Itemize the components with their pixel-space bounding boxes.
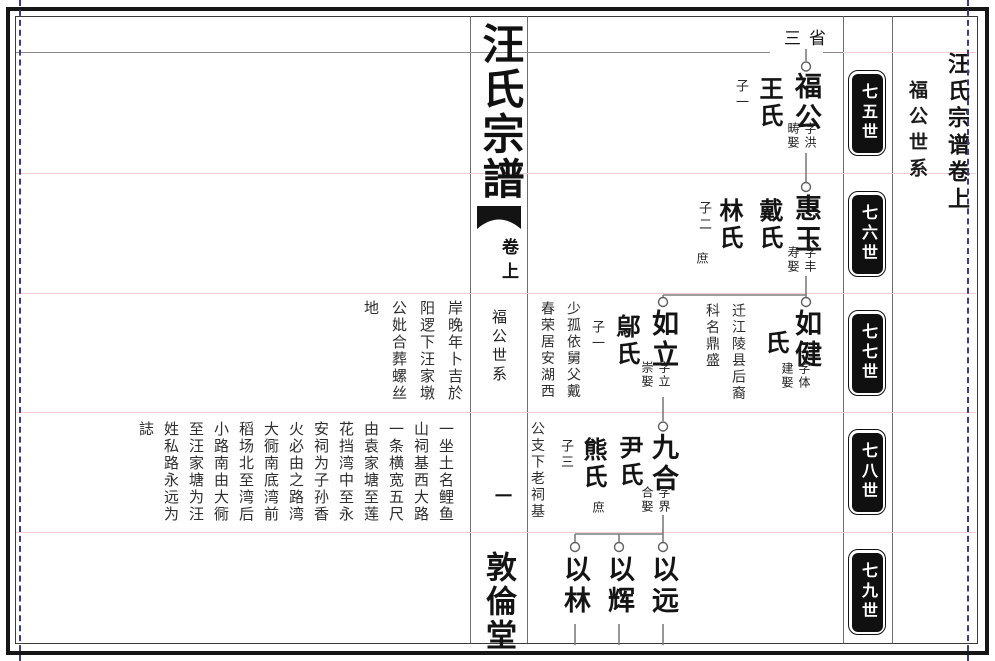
crop-mark-left bbox=[19, 0, 21, 661]
courtesy-note-fugong: 字洪畴娶 bbox=[786, 122, 817, 150]
spine-hall-name: 敦倫堂 bbox=[481, 551, 516, 653]
person-name-yiyuan: 以远 bbox=[648, 555, 678, 617]
row-line-77 bbox=[16, 293, 976, 294]
generation-label-79: 七九世 bbox=[848, 549, 886, 635]
crop-mark-right bbox=[967, 0, 969, 661]
spine-book-title: 汪氏宗譜 bbox=[476, 22, 522, 202]
row-line-76 bbox=[16, 173, 976, 174]
annotation-jiuhe: 公支下老祠基 bbox=[529, 421, 544, 520]
wife-name-daishi: 戴氏 bbox=[755, 198, 781, 252]
wife-name-wangshi: 王氏 bbox=[755, 76, 781, 130]
person-name-jiuhe: 九合 bbox=[648, 433, 678, 495]
land-note-row77: 岸晚年卜吉於阳逻下汪家墩公妣合葬螺丝地 bbox=[362, 300, 462, 402]
spine-section: 福公世系 bbox=[490, 309, 506, 385]
margin-book-title: 汪氏宗谱卷上 bbox=[945, 52, 970, 214]
header-row-line bbox=[16, 52, 770, 53]
courtesy-note-ruli: 字立崇娶 bbox=[640, 361, 671, 389]
row-line-79 bbox=[16, 532, 976, 533]
margin-section-title: 福公世系 bbox=[906, 80, 927, 184]
header-row-line-pink bbox=[843, 52, 976, 53]
person-name-yilin: 以林 bbox=[560, 555, 590, 617]
row-line-78 bbox=[16, 412, 976, 413]
divider-left-of-spine bbox=[470, 16, 471, 643]
person-name-ruli: 如立 bbox=[648, 309, 678, 371]
person-name-fugong: 福公 bbox=[791, 72, 821, 134]
sons-note-gen77: 子一 bbox=[590, 320, 605, 352]
concubine-tag-gen78: 庶 bbox=[591, 501, 605, 513]
generation-label-78: 七八世 bbox=[848, 429, 886, 515]
divider-left-of-genlabels bbox=[843, 16, 844, 643]
person-name-huiyu: 惠玉 bbox=[791, 194, 821, 256]
fishtail-mark bbox=[477, 206, 521, 235]
generation-label-77: 七七世 bbox=[848, 310, 886, 396]
courtesy-note-rujian: 字体建娶 bbox=[780, 362, 811, 390]
divider-right-of-spine bbox=[527, 16, 528, 643]
wife-name-yinshi: 尹氏 bbox=[615, 435, 641, 489]
land-note-row78: 一坐土名鲤鱼山祠基西大路一条横宽五尺由袁家塘至莲花挡湾中至永安祠为子孙香火必由之… bbox=[137, 421, 453, 523]
inner-frame bbox=[15, 16, 978, 644]
sons-note-gen76: 子二 bbox=[697, 201, 712, 233]
divider-right-of-genlabels bbox=[892, 16, 893, 643]
annotation-ruli: 少孤依舅父戴春荣居安湖西 bbox=[539, 301, 580, 400]
ancestor-label: 三省 bbox=[782, 24, 836, 49]
wife-name-linshi: 林氏 bbox=[715, 198, 741, 252]
person-name-yihui: 以辉 bbox=[604, 555, 634, 617]
annotation-rujian: 迁江陵县后裔科名鼎盛 bbox=[704, 303, 745, 402]
outer-frame bbox=[6, 7, 989, 655]
generation-label-75: 七五世 bbox=[848, 70, 886, 156]
wife-name-xiongshi: 熊氏 bbox=[579, 437, 605, 491]
person-name-rujian: 如健 bbox=[791, 309, 821, 371]
spine-volume: 卷上 bbox=[499, 238, 518, 286]
courtesy-note-huiyu: 字丰寿娶 bbox=[786, 246, 817, 274]
generation-label-76: 七六世 bbox=[848, 191, 886, 277]
concubine-tag-gen76: 庶 bbox=[695, 252, 709, 264]
header-row-line-segment bbox=[823, 52, 843, 53]
wife-name-shi: 氏 bbox=[761, 330, 787, 357]
wife-name-wushi: 鄔氏 bbox=[612, 314, 638, 368]
sons-note-gen75: 子一 bbox=[734, 79, 749, 111]
sons-note-gen78: 子三 bbox=[559, 439, 574, 471]
courtesy-note-jiuhe: 字界合娶 bbox=[640, 486, 671, 514]
spine-page-number: 一 bbox=[492, 487, 511, 504]
